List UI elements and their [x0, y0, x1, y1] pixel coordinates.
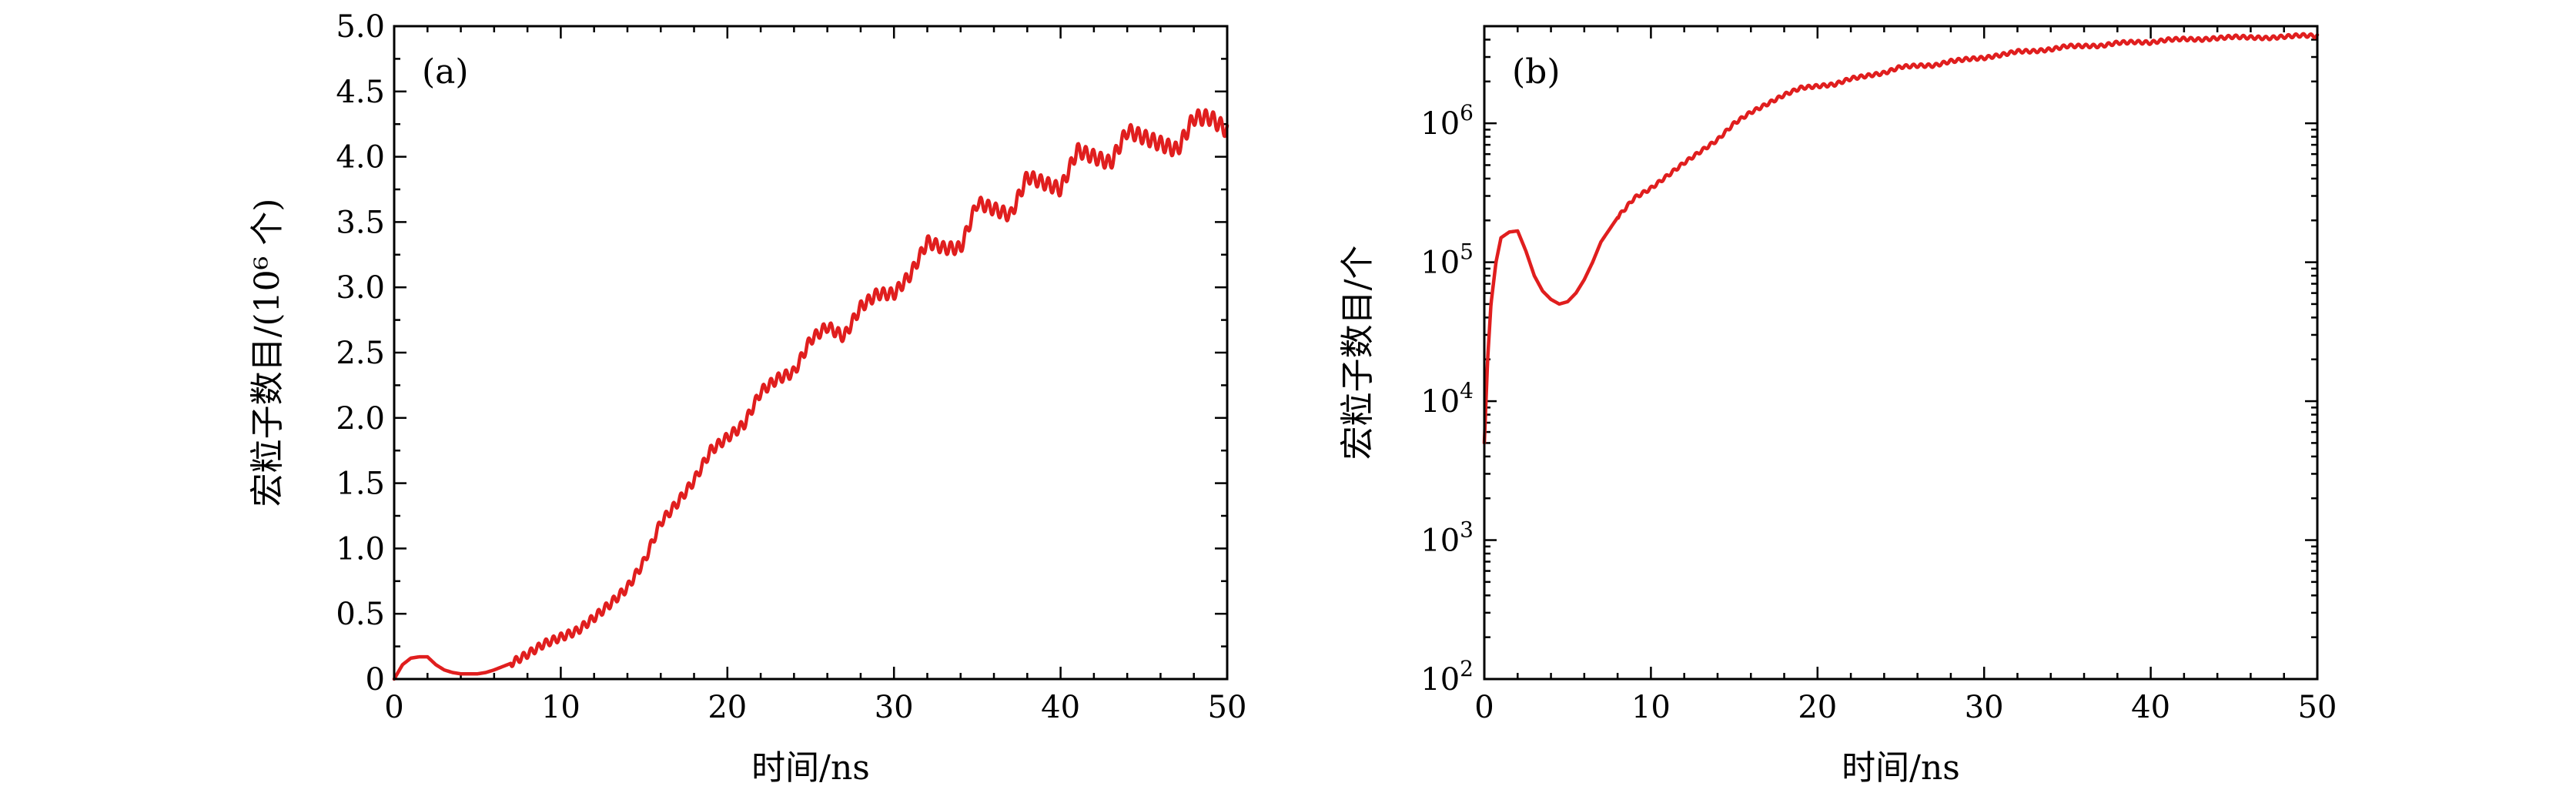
chart-b-y-axis-title: 宏粒子数目/个 — [1338, 246, 1377, 460]
chart-b-series-line — [1482, 32, 2320, 445]
chart-a-y-tick-label: 4.5 — [336, 75, 385, 110]
chart-b-y-tick-exponent: 2 — [1460, 656, 1474, 681]
chart-a-y-tick-label: 2.0 — [336, 401, 385, 437]
chart-b-y-tick-base: 10 — [1420, 662, 1460, 698]
chart-b-x-tick-label: 30 — [1965, 690, 2004, 725]
chart-b-y-tick-base: 10 — [1420, 106, 1460, 142]
chart-b-y-tick-exponent: 6 — [1460, 100, 1474, 125]
chart-a-x-tick-label: 10 — [541, 690, 580, 725]
chart-a-y-tick-label: 3.0 — [336, 270, 385, 306]
chart-b-frame — [1483, 25, 2319, 681]
chart-b-y-tick-label: 102 — [1420, 656, 1474, 698]
chart-b-y-tick-exponent: 3 — [1460, 517, 1474, 543]
chart-b-y-tick-base: 10 — [1420, 384, 1460, 420]
chart-b-ticks — [1483, 25, 2319, 681]
chart-a-y-tick-label: 5.0 — [336, 9, 385, 45]
chart-a-ticks — [393, 25, 1229, 681]
chart-b-y-tick-exponent: 5 — [1460, 239, 1474, 265]
chart-b-panel-label: (b) — [1512, 52, 1561, 92]
chart-a-series-line — [392, 108, 1229, 681]
chart-a-xtick-labels: 0 10 20 30 40 50 — [384, 690, 1246, 725]
chart-b-y-tick-label: 104 — [1420, 378, 1474, 420]
chart-a-y-tick-label: 0 — [366, 662, 385, 698]
chart-a-frame — [393, 25, 1229, 681]
chart-b-y-tick-label: 105 — [1420, 239, 1474, 281]
chart-a-panel-label: (a) — [422, 52, 469, 92]
chart-b-x-tick-label: 50 — [2298, 690, 2337, 725]
chart-b-y-tick-exponent: 4 — [1460, 378, 1474, 403]
chart-a-x-axis-title: 时间/ns — [751, 748, 870, 788]
chart-a-y-axis-title: 宏粒子数目/(10⁶ 个) — [248, 199, 287, 507]
chart-a-y-tick-label: 4.0 — [336, 140, 385, 176]
chart-panel-a: 0 10 20 30 40 50 0 0.5 1.0 1.5 2.0 2.5 3.0 3.5 4.0 4.5… — [248, 9, 1246, 788]
chart-a-y-tick-label: 0.5 — [336, 597, 385, 632]
chart-b-x-axis-title: 时间/ns — [1842, 748, 1960, 788]
chart-b-y-tick-label: 103 — [1420, 517, 1474, 559]
chart-b-x-tick-label: 0 — [1474, 690, 1494, 725]
chart-a-x-tick-label: 0 — [384, 690, 403, 725]
chart-a-y-tick-label: 3.5 — [336, 205, 385, 240]
chart-a-x-tick-label: 50 — [1208, 690, 1247, 725]
chart-b-x-tick-label: 20 — [1798, 690, 1837, 725]
chart-b-xtick-labels: 0 10 20 30 40 50 — [1474, 690, 2337, 725]
chart-a-y-tick-label: 1.0 — [336, 531, 385, 567]
chart-a-x-tick-label: 20 — [708, 690, 747, 725]
chart-a-x-tick-label: 30 — [875, 690, 914, 725]
chart-b-x-tick-label: 10 — [1631, 690, 1671, 725]
chart-b-y-tick-label: 106 — [1420, 100, 1474, 142]
chart-a-y-tick-label: 1.5 — [336, 467, 385, 502]
chart-a-ytick-labels: 0 0.5 1.0 1.5 2.0 2.5 3.0 3.5 4.0 4.5 5.0 — [336, 9, 385, 698]
chart-b-y-tick-base: 10 — [1420, 246, 1460, 281]
chart-a-y-tick-label: 2.5 — [336, 336, 385, 371]
chart-b-x-tick-label: 40 — [2131, 690, 2170, 725]
chart-a-x-tick-label: 40 — [1041, 690, 1080, 725]
chart-b-y-tick-base: 10 — [1420, 524, 1460, 559]
